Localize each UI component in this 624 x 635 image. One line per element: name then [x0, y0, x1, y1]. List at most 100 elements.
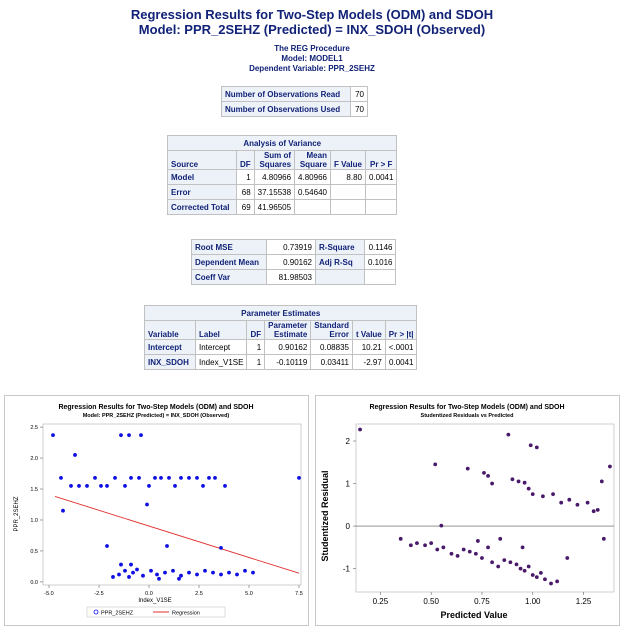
- params-header-p: Pr > |t|: [384, 320, 418, 340]
- obs-used-value: 70: [350, 101, 368, 117]
- data-point: [475, 539, 480, 543]
- data-point: [195, 475, 199, 480]
- dependent-variable-line: Dependent Variable: PPR_2SEHZ: [249, 64, 375, 73]
- anova-ms: 4.80966: [294, 169, 331, 185]
- table-row: Parameter Estimates: [143, 305, 418, 321]
- data-point: [526, 486, 531, 491]
- data-point: [486, 545, 490, 550]
- legend-marker-icon: [93, 609, 99, 615]
- fit-plot-xlabel: Index_V1SE: [138, 598, 171, 604]
- data-point: [93, 475, 97, 480]
- params-header-se: Standard Error: [310, 320, 353, 340]
- data-point: [461, 547, 466, 552]
- obs-used-label: Number of Observations Used: [221, 101, 351, 117]
- table-row: Variable Label DF Parameter Estimate Stan…: [144, 320, 418, 340]
- data-point: [127, 575, 131, 579]
- data-point: [599, 479, 604, 484]
- table-row: Corrected Total 69 41.96505: [167, 199, 398, 215]
- y-tick-label: 2: [346, 437, 351, 446]
- table-row: Source DF Sum of Squares Mean Square F Val…: [167, 150, 398, 170]
- anova-header-ms: Mean Square: [294, 150, 331, 170]
- y-tick-label: 2.0: [30, 456, 38, 462]
- param-variable: INX_SDOH: [144, 354, 196, 370]
- data-point: [510, 477, 515, 482]
- data-point: [540, 494, 545, 499]
- legend-box: [86, 606, 226, 618]
- data-point: [135, 567, 139, 572]
- data-point: [235, 572, 239, 577]
- data-point: [153, 475, 157, 480]
- data-point: [482, 471, 486, 475]
- data-point: [559, 500, 564, 505]
- table-row: Number of Observations Read 70: [221, 86, 368, 102]
- param-se: 0.03411: [310, 354, 353, 370]
- fit-plot-area: [42, 423, 302, 586]
- fit-label2: [315, 269, 365, 285]
- data-point: [129, 475, 133, 480]
- data-point: [601, 536, 606, 541]
- anova-header-ms-line2: Square: [299, 160, 327, 169]
- data-point: [187, 475, 191, 480]
- data-point: [514, 562, 519, 567]
- y-tick-label: 1.0: [30, 518, 38, 524]
- param-variable: Intercept: [144, 339, 196, 355]
- data-point: [227, 570, 231, 575]
- y-tick-label: 1: [346, 480, 351, 489]
- x-tick-label: 5.0: [245, 591, 253, 597]
- y-tick-label: 1.5: [30, 487, 38, 493]
- data-point: [127, 433, 131, 438]
- data-point: [211, 570, 215, 575]
- data-point: [165, 544, 169, 548]
- anova-f: [329, 184, 366, 200]
- data-point: [251, 570, 255, 575]
- data-point: [77, 484, 81, 488]
- data-point: [177, 576, 181, 581]
- anova-header-ss-line1: Sum of: [263, 151, 292, 160]
- param-df: 1: [246, 354, 266, 370]
- fit-plot-panel: Regression Results for Two-Step Models (…: [4, 395, 309, 626]
- data-point: [551, 492, 555, 497]
- fit-plot-legend: PPR_2SEHZ Regression: [86, 606, 226, 618]
- fit-value: 0.73919: [266, 239, 316, 255]
- data-point: [243, 568, 247, 573]
- param-estimate: -0.10119: [264, 354, 312, 370]
- data-point: [105, 544, 109, 548]
- residual-plot-panel: Regression Results for Two-Step Models (…: [315, 395, 620, 626]
- observations-table: Number of Observations Read 70 Number of…: [221, 86, 368, 117]
- table-row: Error 68 37.15538 0.54640: [167, 184, 398, 200]
- table-row: Number of Observations Used 70: [221, 101, 368, 117]
- x-tick-label: 1.25: [576, 597, 592, 606]
- residual-plot: Regression Results for Two-Step Models (…: [320, 404, 615, 620]
- x-tick-label: 1.00: [525, 597, 541, 606]
- data-point: [528, 443, 533, 448]
- params-header-t: t Value: [351, 320, 386, 340]
- y-tick-label: 0.5: [30, 549, 38, 555]
- data-point: [147, 484, 151, 488]
- param-df: 1: [246, 339, 266, 355]
- anova-ss: 4.80966: [253, 169, 296, 185]
- data-point: [423, 543, 427, 548]
- anova-caption: Analysis of Variance: [166, 135, 398, 151]
- param-estimate: 0.90162: [264, 339, 312, 355]
- anova-header-ss-line2: Squares: [259, 160, 292, 169]
- x-tick-label: 0.0: [145, 591, 153, 597]
- params-header-se-line2: Error: [329, 330, 349, 339]
- anova-header-f: F Value: [329, 150, 366, 170]
- data-point: [439, 523, 444, 528]
- data-point: [163, 570, 167, 575]
- data-point: [113, 475, 117, 480]
- data-point: [398, 536, 403, 541]
- data-point: [119, 433, 123, 438]
- fit-value2: [363, 269, 397, 285]
- data-point: [549, 581, 553, 586]
- data-point: [61, 508, 65, 513]
- x-tick-label: 7.5: [295, 591, 303, 597]
- table-row: Analysis of Variance: [166, 135, 398, 151]
- fit-plot-ylabel: PPR_2SEHZ: [14, 496, 20, 531]
- data-point: [441, 545, 446, 550]
- fit-value: 81.98503: [266, 269, 316, 285]
- parameter-estimates-table: Parameter Estimates Variable Label DF Pa…: [143, 305, 418, 370]
- residual-plot-subtitle: Studentized Residuals vs Predicted: [421, 413, 514, 419]
- residual-plot-title: Regression Results for Two-Step Models (…: [369, 404, 564, 411]
- param-t: -2.97: [351, 354, 386, 370]
